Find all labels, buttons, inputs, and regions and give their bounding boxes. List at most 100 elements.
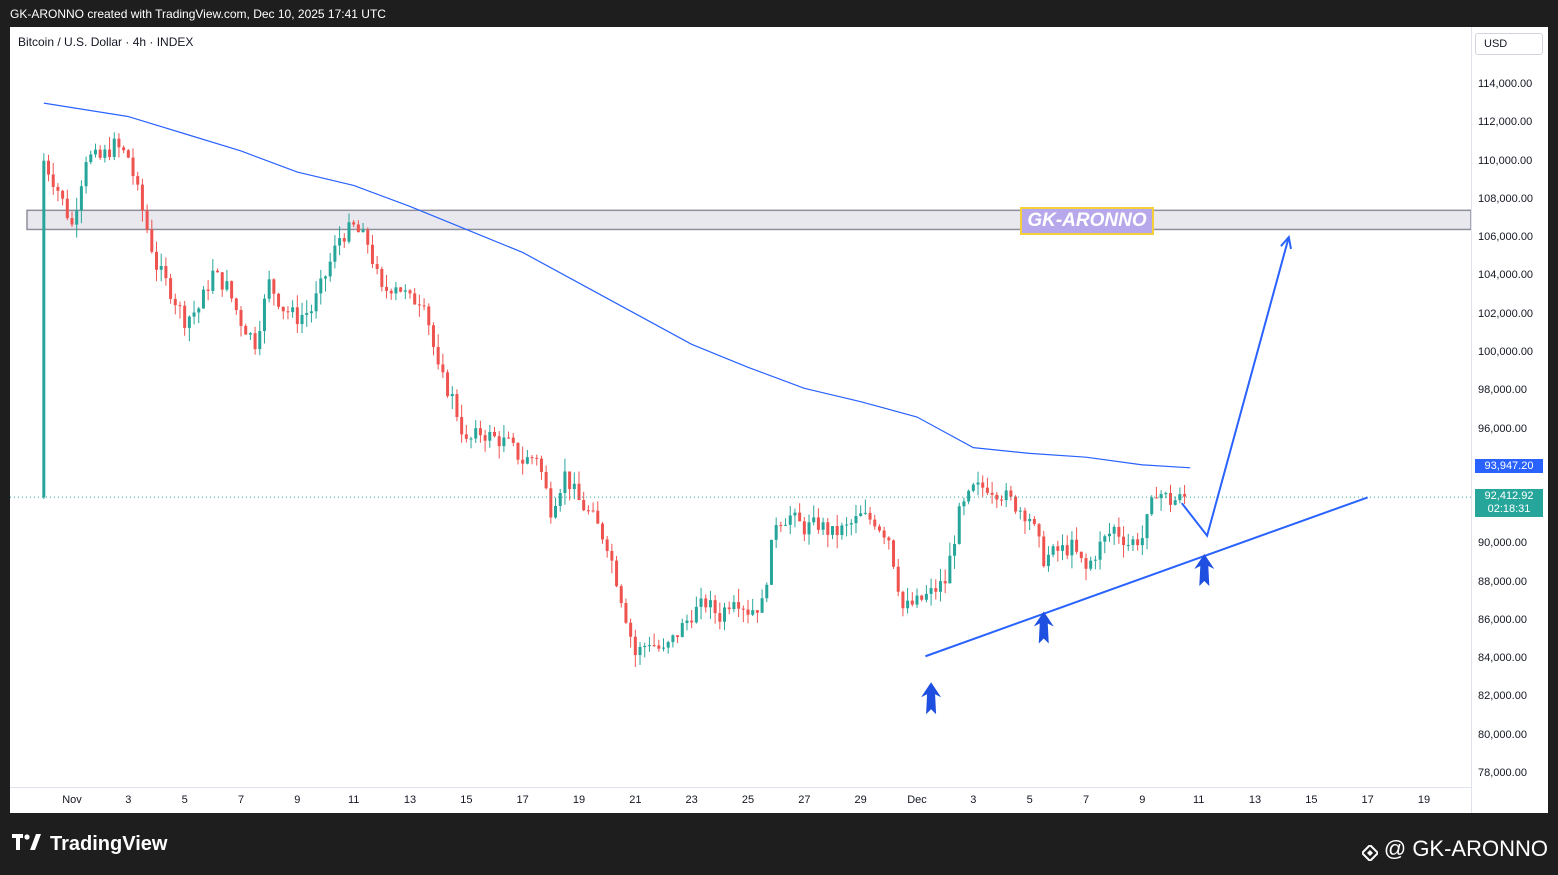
- candle-body: [342, 238, 346, 242]
- candle-body: [948, 555, 952, 584]
- candle-body: [938, 581, 942, 592]
- candle-body: [807, 522, 811, 535]
- candle-body: [676, 635, 680, 638]
- candle-body: [356, 224, 360, 233]
- candle-body: [1117, 526, 1121, 537]
- currency-button[interactable]: USD: [1475, 33, 1543, 55]
- last-price-value: 92,412.92: [1484, 490, 1534, 503]
- up-arrow-icon: [1194, 554, 1215, 587]
- time-tick-label: 15: [1305, 794, 1318, 806]
- price-tick-label: 82,000.00: [1478, 690, 1527, 703]
- candle-body: [784, 524, 788, 526]
- chart-frame[interactable]: Bitcoin / U.S. Dollar · 4h · INDEX GK-AR…: [10, 27, 1548, 813]
- candle-body: [51, 174, 55, 187]
- candle-body: [286, 311, 290, 313]
- candle-body: [619, 586, 623, 604]
- candle-body: [1126, 544, 1130, 546]
- candle-body: [42, 160, 46, 498]
- candle-body: [483, 435, 487, 441]
- candle-body: [962, 501, 966, 507]
- candle-body: [610, 550, 614, 561]
- candle-body: [1079, 551, 1083, 559]
- candle-body: [521, 459, 525, 464]
- candle-body: [1084, 558, 1088, 569]
- price-tick-label: 78,000.00: [1478, 767, 1527, 779]
- tradingview-logo-icon: [12, 833, 42, 856]
- candle-body: [671, 635, 675, 643]
- time-tick-label: Nov: [62, 794, 82, 806]
- candle-body: [906, 600, 910, 609]
- candle-body: [1089, 560, 1093, 569]
- candle-body: [234, 298, 238, 311]
- price-tick-label: 106,000.00: [1478, 231, 1534, 244]
- candle-body: [140, 184, 144, 211]
- candle-body: [117, 138, 121, 148]
- candle-body: [802, 521, 806, 535]
- candle-body: [422, 305, 426, 307]
- candle-body: [1136, 539, 1140, 546]
- candle-body: [737, 602, 741, 609]
- candle-body: [75, 210, 79, 225]
- candle-body: [694, 606, 698, 623]
- price-tick-label: 90,000.00: [1478, 537, 1527, 550]
- candle-body: [849, 523, 853, 525]
- support-trendline: [925, 496, 1369, 658]
- candle-body: [380, 269, 384, 287]
- candle-body: [389, 290, 393, 294]
- candle-body: [657, 645, 661, 649]
- candle-body: [192, 312, 196, 317]
- candle-body: [812, 517, 816, 523]
- time-tick-label: 7: [1082, 794, 1090, 806]
- candle-body: [187, 316, 191, 328]
- candle-body: [403, 290, 407, 292]
- price-chart-svg[interactable]: [10, 27, 1471, 787]
- candle-body: [413, 293, 417, 305]
- price-tick-label: 80,000.00: [1478, 728, 1527, 741]
- candle-body: [699, 598, 703, 607]
- candle-body: [338, 238, 342, 246]
- time-tick-label: 25: [741, 794, 755, 806]
- candle-body: [1159, 494, 1163, 499]
- candle-body: [755, 610, 759, 613]
- candle-body: [1070, 539, 1074, 556]
- time-tick-label: 11: [1192, 794, 1205, 806]
- candle-body: [352, 222, 356, 225]
- tradingview-logo[interactable]: TradingView: [12, 833, 167, 856]
- candle-body: [816, 517, 820, 530]
- candle-body: [197, 308, 201, 313]
- candle-body: [70, 218, 74, 225]
- candle-body: [272, 279, 276, 294]
- candle-body: [990, 492, 994, 495]
- candle-body: [1018, 510, 1022, 512]
- candle-body: [831, 526, 834, 535]
- candle-body: [1051, 546, 1055, 555]
- candle-body: [1023, 510, 1027, 522]
- candle-body: [934, 588, 938, 592]
- candle-body: [760, 598, 764, 613]
- candle-body: [136, 176, 140, 185]
- candle-body: [892, 540, 896, 567]
- candle-body: [943, 581, 947, 584]
- candle-body: [1140, 538, 1144, 546]
- candle-body: [586, 510, 590, 512]
- candle-body: [845, 524, 849, 526]
- candle-body: [488, 431, 492, 441]
- up-arrow-icon: [1033, 611, 1054, 644]
- candle-body: [840, 525, 844, 536]
- candle-body: [873, 519, 877, 527]
- candle-body: [126, 150, 130, 158]
- watermark-label: GK-ARONNO: [1020, 207, 1154, 235]
- price-tick-label: 96,000.00: [1478, 422, 1527, 435]
- candle-body: [1065, 545, 1069, 556]
- candle-body: [1037, 524, 1041, 537]
- candle-body: [577, 483, 581, 501]
- candle-body: [173, 298, 177, 306]
- candle-body: [596, 510, 600, 524]
- candle-body: [478, 428, 482, 436]
- author-credit[interactable]: @ GK-ARONNO: [1360, 836, 1548, 863]
- candle-body: [248, 333, 252, 335]
- symbol-title[interactable]: Bitcoin / U.S. Dollar · 4h · INDEX: [18, 35, 194, 49]
- candle-body: [643, 646, 647, 648]
- time-tick-label: 19: [1417, 794, 1431, 806]
- time-tick-label: 11: [347, 794, 360, 806]
